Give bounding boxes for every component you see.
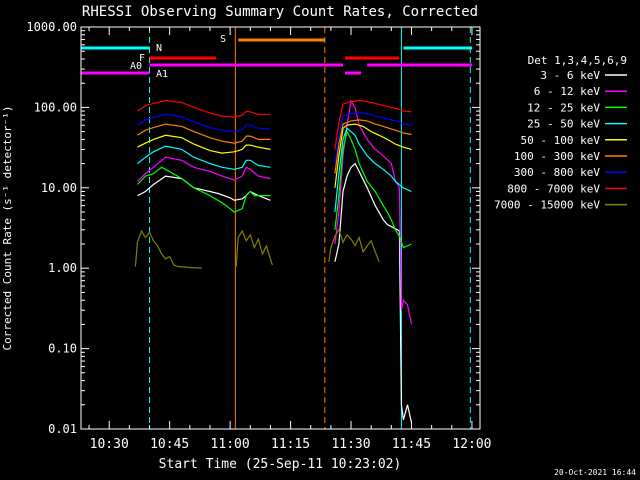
x-tick-label: 11:30 <box>331 437 370 452</box>
series-8-segment-0 <box>134 229 202 269</box>
y-tick-label: 1000.00 <box>26 20 77 34</box>
x-tick-label: 11:00 <box>211 437 250 452</box>
series-0-segment-1 <box>334 162 413 423</box>
flag-label-f: F <box>139 53 145 64</box>
y-tick-label: 0.10 <box>48 342 77 356</box>
x-axis-label: Start Time (25-Sep-11 10:23:02) <box>159 457 402 472</box>
legend-label-3: 25 - 50 keV <box>527 118 600 131</box>
series-7-segment-1 <box>334 99 412 150</box>
legend-label-8: 7000 - 15000 keV <box>494 199 600 212</box>
series-3-segment-1 <box>334 127 412 213</box>
legend-label-5: 100 - 300 keV <box>514 150 600 163</box>
legend-label-7: 800 - 7000 keV <box>507 182 600 195</box>
series-8-segment-1 <box>235 229 273 267</box>
legend: Det 1,3,4,5,6,9 3 - 6 keV 6 - 12 keV 12 - … <box>494 54 627 212</box>
date-stamp: 20-Oct-2021 16:44 <box>554 468 636 477</box>
y-tick-label: 1.00 <box>48 261 77 275</box>
x-tick-label: 10:45 <box>150 437 189 452</box>
flag-label-a0: A0 <box>130 61 142 72</box>
vertical-markers <box>149 27 471 429</box>
series-2-segment-1 <box>334 129 412 249</box>
plot-frame <box>80 26 481 430</box>
y-axis-label: Corrected Count Rate (s⁻¹ detector⁻¹) <box>1 105 14 350</box>
flag-label-s: S <box>220 34 226 45</box>
series-4-segment-1 <box>334 123 412 188</box>
y-tick-label: 10.00 <box>41 181 77 195</box>
legend-label-1: 6 - 12 keV <box>534 85 601 98</box>
flag-label-a1: A1 <box>156 69 168 80</box>
series-1-segment-0 <box>136 156 271 182</box>
x-tick-label: 11:45 <box>392 437 431 452</box>
series-8-segment-2 <box>328 228 380 263</box>
y-axis: 0.01 0.10 1.00 10.00 100.00 1000.00 <box>26 20 480 436</box>
series-5-segment-0 <box>137 123 271 144</box>
x-tick-label: 11:15 <box>271 437 310 452</box>
legend-label-0: 3 - 6 keV <box>540 69 600 82</box>
chart-title: RHESSI Observing Summary Count Rates, Co… <box>82 4 478 20</box>
series-3-segment-0 <box>137 145 271 170</box>
series-4-segment-0 <box>137 134 271 154</box>
x-tick-label: 12:00 <box>452 437 491 452</box>
series-6-segment-1 <box>334 112 412 164</box>
series-7-segment-0 <box>137 99 271 118</box>
flag-label-n: N <box>156 43 162 54</box>
series-5-segment-1 <box>334 119 412 174</box>
series-2-segment-0 <box>136 166 271 213</box>
legend-label-6: 300 - 800 keV <box>514 166 600 179</box>
y-tick-label: 0.01 <box>48 422 77 436</box>
flag-bars: N S FA0 A1 <box>81 34 472 80</box>
x-axis: 10:30 10:45 11:00 11:15 11:30 11:45 12:00 <box>88 27 492 452</box>
series-layer <box>134 99 413 423</box>
y-tick-label: 100.00 <box>34 100 77 114</box>
legend-title: Det 1,3,4,5,6,9 <box>528 54 627 67</box>
x-tick-label: 10:30 <box>90 437 129 452</box>
legend-label-2: 12 - 25 keV <box>527 101 600 114</box>
series-6-segment-0 <box>137 113 271 133</box>
legend-label-4: 50 - 100 keV <box>521 134 601 147</box>
series-0-segment-0 <box>137 175 271 201</box>
